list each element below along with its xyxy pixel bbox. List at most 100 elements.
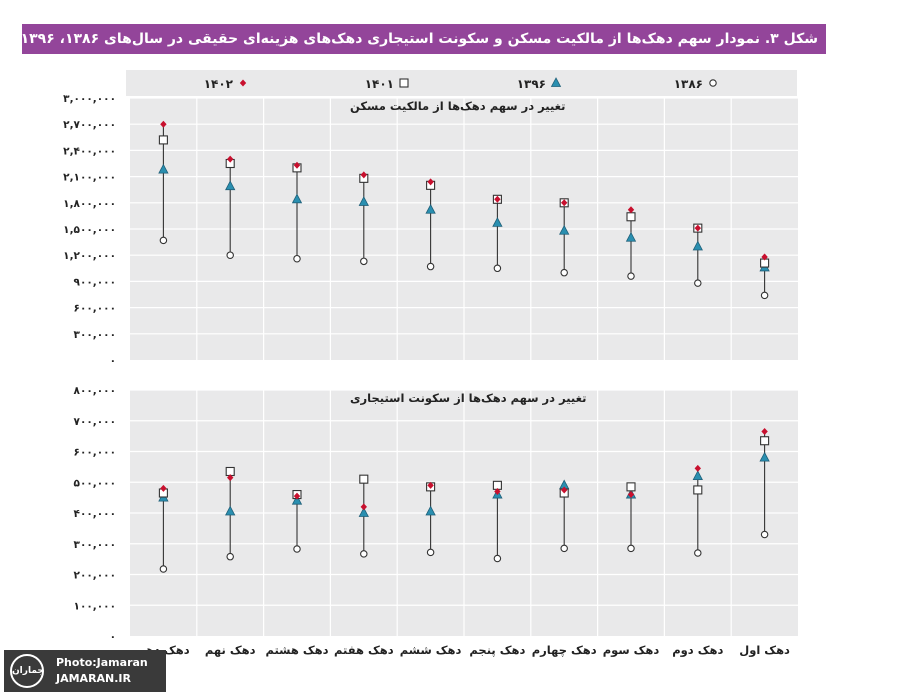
ytick-label-rental: ۶۰۰,۰۰۰ xyxy=(74,447,116,459)
xtick-label: دهک پنجم xyxy=(469,643,525,657)
point-ownership-1386 xyxy=(226,251,234,259)
point-rental-1386 xyxy=(694,549,702,557)
legend-marker-1386 xyxy=(709,79,717,87)
ytick-label-ownership: ۶۰۰,۰۰۰ xyxy=(74,303,116,315)
point-rental-1386 xyxy=(426,548,435,557)
ytick-label-rental: ۵۰۰,۰۰۰ xyxy=(74,477,116,489)
point-rental-1386 xyxy=(293,545,301,553)
ytick-label-ownership: ۳,۰۰۰,۰۰۰ xyxy=(63,93,116,105)
point-ownership-1396 xyxy=(225,180,236,191)
point-rental-1386 xyxy=(493,554,502,563)
xtick-label: دهک هشتم xyxy=(265,643,328,657)
point-ownership-1402 xyxy=(761,253,768,261)
point-rental-1401 xyxy=(693,485,703,495)
point-ownership-1396 xyxy=(559,224,570,235)
watermark-credit: Photo:Jamaran xyxy=(56,656,148,669)
logo-text: جماران xyxy=(12,666,44,676)
ytick-label-ownership: ۲,۱۰۰,۰۰۰ xyxy=(63,172,116,184)
ytick-label-ownership: ۹۰۰,۰۰۰ xyxy=(74,276,116,288)
point-rental-1401 xyxy=(359,474,369,484)
ytick-label-ownership: ۱,۲۰۰,۰۰۰ xyxy=(63,250,116,262)
jamaran-logo-icon: جماران xyxy=(10,654,44,688)
panel-title-ownership: تغییر در سهم دهک‌ها از مالکیت مسکن xyxy=(350,99,566,113)
point-ownership-1386 xyxy=(360,257,368,266)
point-rental-1396 xyxy=(291,494,303,505)
point-ownership-1386 xyxy=(694,279,702,287)
legend-label-1402: ۱۴۰۲ xyxy=(204,77,234,91)
point-rental-1396 xyxy=(358,507,369,517)
ytick-label-rental: ۷۰۰,۰۰۰ xyxy=(74,416,116,428)
ytick-label-rental: ۰ xyxy=(110,631,116,643)
point-rental-1396 xyxy=(692,470,703,481)
ytick-label-rental: ۳۰۰,۰۰۰ xyxy=(74,539,116,551)
watermark: جماران Photo:Jamaran JAMARAN.IR xyxy=(4,650,166,692)
ytick-label-rental: ۸۰۰,۰۰۰ xyxy=(74,385,116,397)
xtick-label: دهک چهارم xyxy=(532,643,597,657)
point-rental-1402 xyxy=(293,492,301,500)
point-ownership-1402 xyxy=(293,161,301,169)
watermark-site: JAMARAN.IR xyxy=(56,672,131,685)
point-ownership-1396 xyxy=(692,240,703,251)
point-ownership-1396 xyxy=(625,231,637,242)
point-rental-1396 xyxy=(225,505,236,516)
point-ownership-1386 xyxy=(426,262,435,271)
point-rental-1402 xyxy=(561,486,568,494)
ytick-label-rental: ۱۰۰,۰۰۰ xyxy=(74,600,116,612)
xtick-label: دهک دوم xyxy=(672,643,723,658)
figure-title: شکل ۳. نمودار سهم دهک‌ها از مالکیت مسکن … xyxy=(22,24,826,54)
ytick-label-ownership: ۱,۵۰۰,۰۰۰ xyxy=(63,224,116,236)
point-rental-1401 xyxy=(760,436,770,446)
point-rental-1402 xyxy=(160,484,167,492)
xtick-label: دهک سوم xyxy=(603,643,660,658)
point-rental-1402 xyxy=(761,428,768,436)
legend-label-1386: ۱۳۸۶ xyxy=(674,77,703,91)
point-rental-1402 xyxy=(494,487,501,495)
point-rental-1401 xyxy=(626,482,636,492)
legend-label-1401: ۱۴۰۱ xyxy=(365,77,394,91)
point-ownership-1396 xyxy=(492,217,503,227)
point-ownership-1386 xyxy=(560,268,568,277)
point-rental-1396 xyxy=(759,451,770,462)
legend-label-1396: ۱۳۹۶ xyxy=(517,77,546,91)
ytick-label-ownership: ۳۰۰,۰۰۰ xyxy=(74,329,116,341)
point-ownership-1402 xyxy=(360,171,367,179)
point-ownership-1396 xyxy=(158,163,169,174)
point-rental-1396 xyxy=(425,505,436,516)
point-ownership-1402 xyxy=(227,155,234,163)
ytick-label-rental: ۲۰۰,۰۰۰ xyxy=(74,570,116,582)
ytick-label-ownership: ۲,۷۰۰,۰۰۰ xyxy=(63,119,116,131)
point-ownership-1401 xyxy=(158,135,168,145)
point-rental-1386 xyxy=(560,544,568,553)
point-rental-1386 xyxy=(159,565,168,573)
point-rental-1402 xyxy=(427,481,434,489)
panel-title-rental: تغییر در سهم دهک‌ها از سکونت استیجاری xyxy=(350,391,586,406)
point-ownership-1396 xyxy=(291,193,303,204)
point-rental-1386 xyxy=(760,530,769,539)
point-ownership-1386 xyxy=(627,272,635,280)
point-ownership-1402 xyxy=(627,206,635,214)
legend-marker-1396 xyxy=(550,77,562,87)
point-ownership-1402 xyxy=(694,224,701,232)
point-rental-1402 xyxy=(360,503,367,511)
point-rental-1402 xyxy=(227,474,234,482)
ytick-label-rental: ۴۰۰,۰۰۰ xyxy=(74,508,116,520)
point-rental-1386 xyxy=(627,544,635,553)
legend-marker-1401 xyxy=(399,78,409,88)
point-rental-1386 xyxy=(226,552,234,561)
xtick-label: دهک هفتم xyxy=(334,643,394,657)
point-rental-1402 xyxy=(627,491,635,499)
legend-marker-1402 xyxy=(239,79,247,87)
legend-box xyxy=(126,70,797,96)
ytick-label-ownership: ۱,۸۰۰,۰۰۰ xyxy=(63,198,116,210)
point-rental-1386 xyxy=(360,550,368,558)
point-ownership-1386 xyxy=(293,254,301,263)
point-ownership-1386 xyxy=(760,291,769,300)
point-ownership-1386 xyxy=(493,264,502,273)
ytick-label-ownership: ۲,۴۰۰,۰۰۰ xyxy=(63,145,116,157)
point-ownership-1386 xyxy=(159,236,168,245)
point-ownership-1396 xyxy=(425,203,436,214)
point-ownership-1402 xyxy=(494,195,501,203)
xtick-label: دهک ششم xyxy=(400,643,462,657)
xtick-label: دهک نهم xyxy=(205,643,256,657)
